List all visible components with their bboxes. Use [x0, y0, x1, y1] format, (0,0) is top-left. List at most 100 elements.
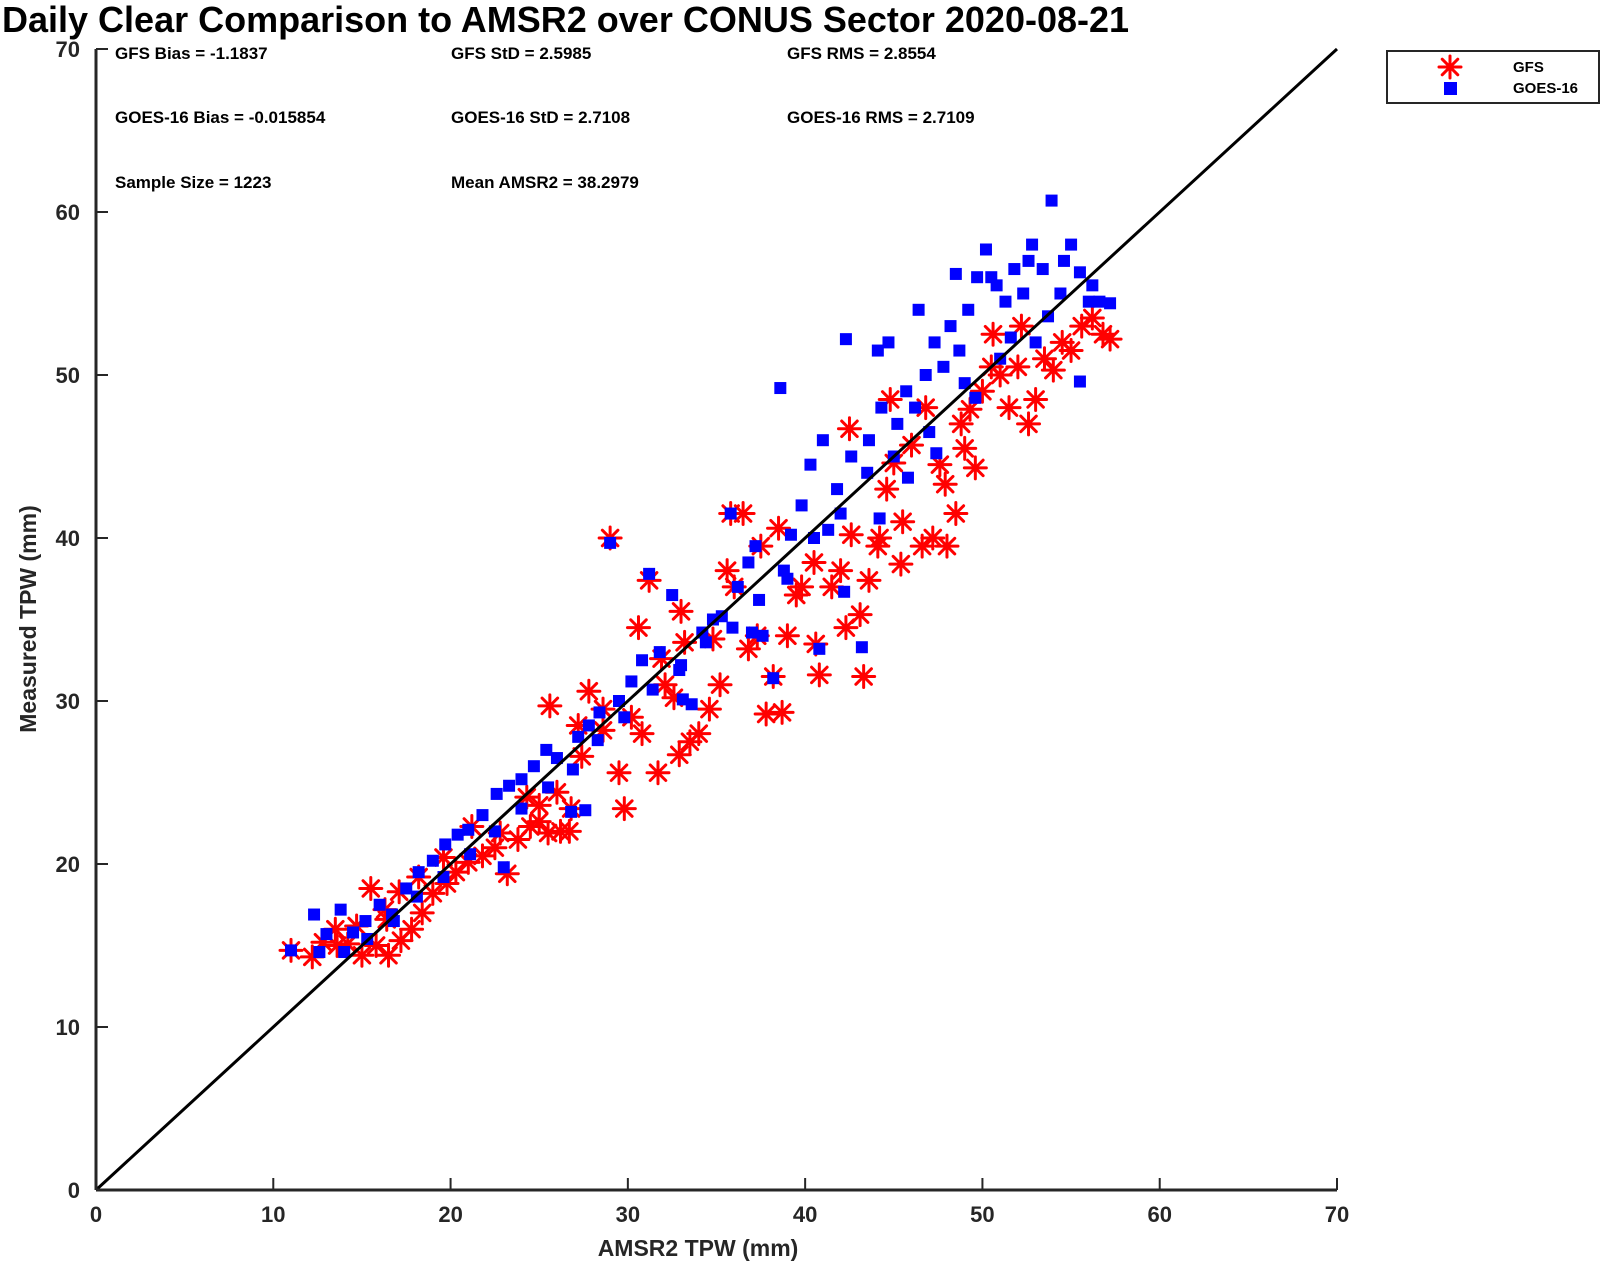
gfs-point	[611, 796, 637, 822]
gfs-point-stroke	[841, 525, 861, 545]
gfs-point	[847, 602, 873, 628]
legend-goes16-marker	[1444, 82, 1457, 95]
gfs-point	[707, 672, 733, 698]
gfs-point-stroke	[437, 874, 457, 893]
goes16-point	[653, 646, 666, 659]
gfs-point	[1023, 386, 1049, 412]
gfs-point	[987, 362, 1013, 388]
x-tick-label: 40	[793, 1202, 817, 1227]
gfs-point-stroke	[990, 365, 1010, 385]
gfs-point-stroke	[710, 675, 730, 694]
goes16-point	[591, 734, 604, 747]
goes16-point	[676, 693, 689, 706]
goes16-point	[724, 507, 737, 520]
gfs-point-stroke	[756, 704, 776, 724]
gfs-point-stroke	[1019, 414, 1038, 434]
gfs-point-stroke	[877, 479, 896, 499]
goes16-point	[542, 781, 555, 794]
goes16-point	[834, 507, 847, 520]
gfs-point-stroke	[423, 884, 443, 903]
goes16-point	[1093, 295, 1106, 308]
goes16-point	[464, 848, 477, 861]
gfs-point-stroke	[361, 879, 381, 898]
goes16-point	[515, 773, 528, 786]
goes16-point	[579, 804, 592, 817]
gfs-point	[865, 533, 891, 559]
gfs-point	[769, 699, 795, 725]
gfs-point	[948, 411, 974, 437]
gfs-point	[526, 809, 552, 835]
gfs-point	[943, 501, 969, 527]
gfs-point-stroke	[868, 536, 888, 556]
gfs-point-stroke	[966, 458, 985, 478]
gfs-point-stroke	[632, 724, 652, 743]
gfs-point	[576, 678, 602, 704]
gfs-point	[932, 471, 958, 497]
goes16-point	[909, 401, 922, 414]
goes16-point	[699, 636, 712, 649]
goes16-point	[845, 450, 858, 463]
goes16-point	[1029, 336, 1042, 349]
legend-gfs-marker	[1437, 54, 1463, 80]
gfs-point-stroke	[854, 667, 873, 686]
legend-gfs-asterisk	[1437, 54, 1463, 80]
legend-goes16-label: GOES-16	[1513, 80, 1578, 97]
y-tick-label: 50	[56, 363, 80, 388]
goes16-point	[488, 825, 501, 838]
goes16-point	[767, 672, 780, 685]
gfs-point-stroke	[675, 633, 694, 652]
goes16-point	[822, 523, 835, 536]
gfs-point-stroke	[529, 812, 549, 831]
legend-box	[1386, 50, 1600, 104]
gfs-point-stroke	[810, 665, 829, 685]
goes16-point	[673, 664, 686, 677]
gfs-point-stroke	[540, 696, 560, 716]
goes16-point	[1008, 263, 1021, 276]
gfs-point	[856, 567, 882, 593]
goes16-point	[527, 760, 540, 773]
gfs-point-stroke	[733, 504, 753, 523]
gfs-point	[1008, 313, 1034, 339]
goes16-point	[582, 719, 595, 732]
gfs-series	[278, 305, 1123, 970]
legend-gfs-label: GFS	[1513, 59, 1544, 76]
y-axis-label: Measured TPW (mm)	[15, 505, 41, 732]
goes16-point	[731, 580, 744, 593]
gfs-point-stroke	[572, 747, 592, 766]
gfs-point	[899, 432, 925, 458]
gfs-point-stroke	[1026, 390, 1045, 409]
goes16-point	[871, 344, 884, 357]
goes16-point	[618, 711, 631, 724]
gfs-point-stroke	[937, 536, 957, 556]
y-tick-label: 30	[56, 689, 80, 714]
goes16-point	[985, 271, 998, 284]
gfs-point-stroke	[717, 561, 737, 580]
gfs-point-stroke	[840, 419, 859, 439]
goes16-point	[1004, 331, 1017, 344]
goes16-point	[861, 466, 874, 479]
goes16-point	[515, 802, 528, 815]
gfs-point	[652, 672, 678, 698]
goes16-point	[742, 556, 755, 569]
gfs-point	[556, 818, 582, 844]
gfs-point-stroke	[951, 414, 971, 434]
x-tick-label: 10	[261, 1202, 285, 1227]
goes16-point	[1086, 279, 1099, 292]
gfs-point-stroke	[822, 577, 842, 597]
gfs-point	[909, 533, 935, 559]
y-tick-label: 0	[68, 1178, 80, 1203]
gfs-point	[625, 615, 651, 641]
gfs-point	[569, 743, 595, 769]
gfs-point-stroke	[446, 862, 466, 882]
goes16-point	[838, 585, 851, 598]
gfs-point	[789, 574, 815, 600]
goes16-point	[476, 809, 489, 822]
goes16-point	[572, 730, 585, 743]
gfs-point	[535, 820, 561, 846]
goes16-point	[1065, 238, 1078, 251]
gfs-point-stroke	[850, 605, 870, 624]
gfs-point	[890, 509, 916, 535]
goes16-point	[962, 303, 975, 316]
goes16-point	[774, 382, 787, 395]
goes16-point	[359, 915, 372, 928]
